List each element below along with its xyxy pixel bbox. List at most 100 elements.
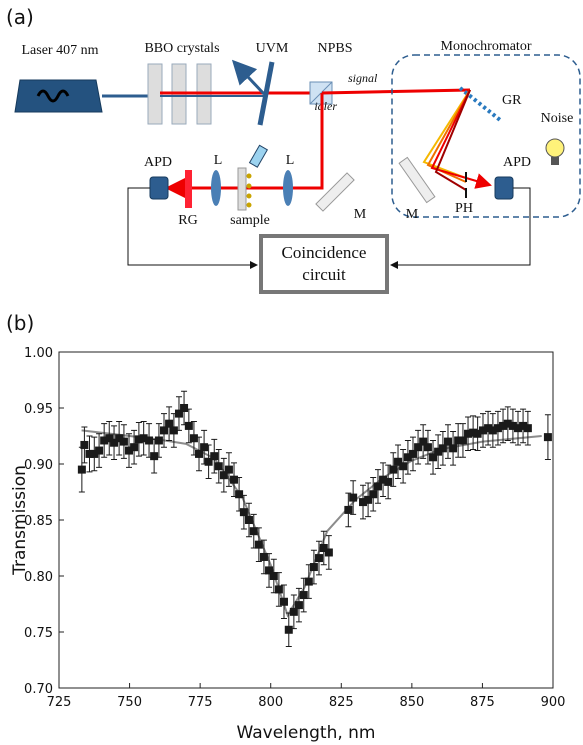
panel-label: (b)	[6, 311, 34, 335]
data-point	[324, 548, 333, 557]
data-point	[464, 429, 473, 438]
data-point	[499, 421, 508, 430]
data-point	[434, 447, 443, 456]
y-tick-label: 0.90	[24, 458, 53, 473]
dispersed-beam	[434, 89, 471, 191]
data-point	[274, 585, 283, 594]
coincidence-label: Coincidence	[282, 243, 367, 262]
data-point	[458, 436, 467, 445]
ph-label: PH	[455, 201, 473, 216]
data-point	[364, 495, 373, 504]
y-tick-label: 0.85	[24, 514, 53, 529]
data-point	[513, 424, 522, 433]
data-point	[294, 601, 303, 610]
data-point	[454, 436, 463, 445]
x-tick-label: 875	[470, 695, 495, 710]
data-point	[493, 424, 502, 433]
data-point	[130, 443, 139, 452]
data-point	[119, 437, 128, 446]
x-tick-label: 775	[188, 695, 213, 710]
data-point	[319, 544, 328, 552]
data-point	[115, 434, 124, 443]
plot-frame	[58, 351, 554, 689]
x-tick-label: 800	[258, 695, 283, 710]
data-point	[90, 449, 99, 458]
data-point	[105, 434, 114, 443]
x-tick-label: 850	[399, 695, 424, 710]
data-point	[235, 490, 244, 499]
y-tick-label: 0.80	[24, 570, 53, 585]
data-point	[438, 444, 447, 453]
coincidence-box	[259, 234, 389, 294]
lens-label: L	[214, 153, 223, 168]
data-point	[224, 465, 233, 474]
panel-label: (a)	[6, 5, 34, 29]
y-tick-label: 0.95	[24, 402, 53, 417]
data-point	[169, 426, 178, 435]
data-point	[419, 437, 428, 446]
data-point	[195, 449, 204, 458]
y-tick-label: 1.00	[24, 346, 53, 361]
x-tick-label: 825	[329, 695, 354, 710]
data-point	[543, 433, 552, 442]
mirror	[398, 156, 436, 204]
data-point	[95, 446, 104, 455]
monochromator-box	[391, 54, 581, 218]
data-point	[165, 419, 174, 428]
data-point	[125, 446, 134, 455]
mirror-label: M	[406, 207, 419, 222]
bbo-label: BBO crystals	[144, 41, 219, 56]
detector	[494, 176, 514, 200]
data-point	[394, 457, 403, 466]
monochromator-label: Monochromator	[441, 39, 532, 54]
noise-label: Noise	[541, 111, 574, 126]
laser-label: Laser 407 nm	[22, 43, 99, 58]
data-point	[200, 443, 209, 452]
uv-reflection	[231, 59, 266, 96]
data-point	[150, 452, 159, 461]
data-point	[265, 566, 274, 575]
dispersed-beam	[422, 89, 471, 179]
data-point	[379, 475, 388, 484]
mirror	[315, 172, 355, 212]
uv-mirror	[257, 61, 275, 126]
data-point	[449, 444, 458, 453]
data-point	[139, 434, 148, 443]
x-tick-label: 750	[117, 695, 142, 710]
y-tick-label: 0.75	[24, 626, 53, 641]
wire	[127, 187, 258, 269]
data-point	[249, 527, 258, 536]
data-point	[349, 493, 358, 502]
data-point	[369, 490, 378, 499]
coincidence-label: circuit	[302, 265, 346, 284]
data-point	[154, 436, 163, 445]
data-point	[478, 426, 487, 435]
data-point	[503, 419, 512, 428]
sample-label: sample	[230, 213, 270, 228]
wire	[390, 187, 531, 269]
x-tick-label: 725	[47, 695, 72, 710]
data-point	[403, 453, 412, 462]
data-point	[309, 563, 318, 572]
data-point	[174, 409, 183, 418]
data-point	[373, 482, 382, 491]
data-point	[204, 457, 213, 466]
filter	[185, 170, 192, 208]
data-point	[210, 452, 219, 461]
data-point	[314, 554, 323, 563]
chart: 725 750 775 800 825 850 875 900 0.70 0.75 0.80 0.85…	[10, 346, 565, 743]
data-point	[414, 443, 423, 452]
dispersed-beam	[426, 89, 471, 183]
data-point	[230, 475, 239, 484]
data-point	[110, 438, 119, 447]
data-point	[443, 437, 452, 446]
y-axis-label: Transmission	[10, 465, 30, 576]
data-point	[384, 477, 393, 486]
signal-label: signal	[348, 71, 378, 85]
lens-label: L	[286, 153, 295, 168]
x-axis-label: Wavelength, nm	[237, 723, 376, 743]
bbo-crystal	[147, 63, 163, 125]
data-point	[80, 440, 89, 449]
data-point	[184, 421, 193, 430]
